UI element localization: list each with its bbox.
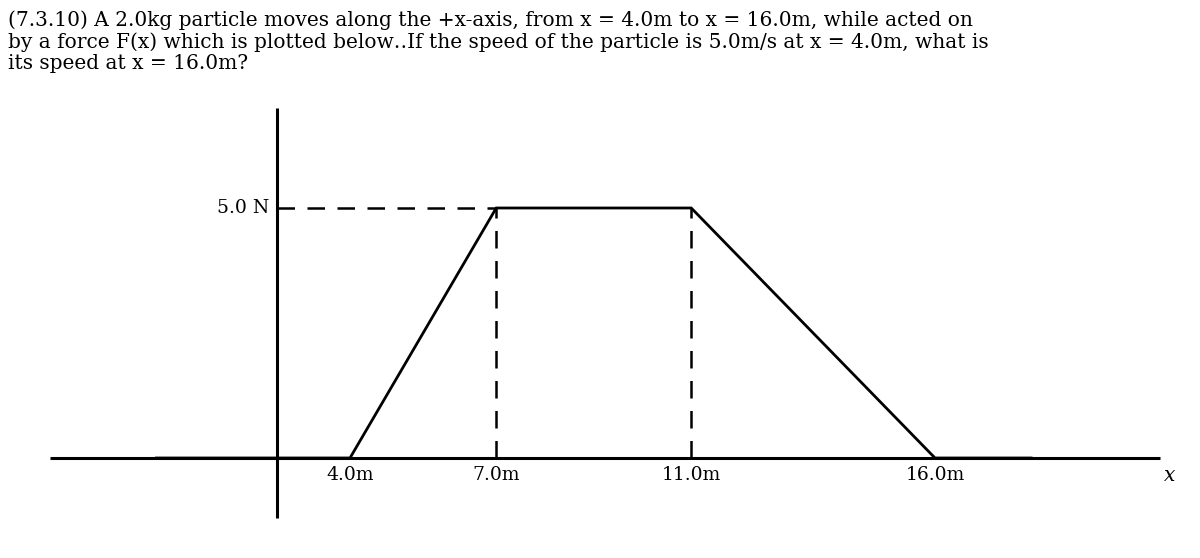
Text: 11.0m: 11.0m [661,466,721,484]
Text: 5.0 N: 5.0 N [217,199,269,217]
Text: x: x [1164,466,1176,485]
Text: by a force F(x) which is plotted below‥If the speed of the particle is 5.0m/s at: by a force F(x) which is plotted below‥I… [8,32,989,52]
Text: 7.0m: 7.0m [473,466,520,484]
Text: 4.0m: 4.0m [326,466,373,484]
Text: (7.3.10) A 2.0kg particle moves along the +x-axis, from x = 4.0m to x = 16.0m, w: (7.3.10) A 2.0kg particle moves along th… [8,10,973,30]
Text: its speed at x = 16.0m?: its speed at x = 16.0m? [8,54,248,73]
Text: 16.0m: 16.0m [905,466,965,484]
